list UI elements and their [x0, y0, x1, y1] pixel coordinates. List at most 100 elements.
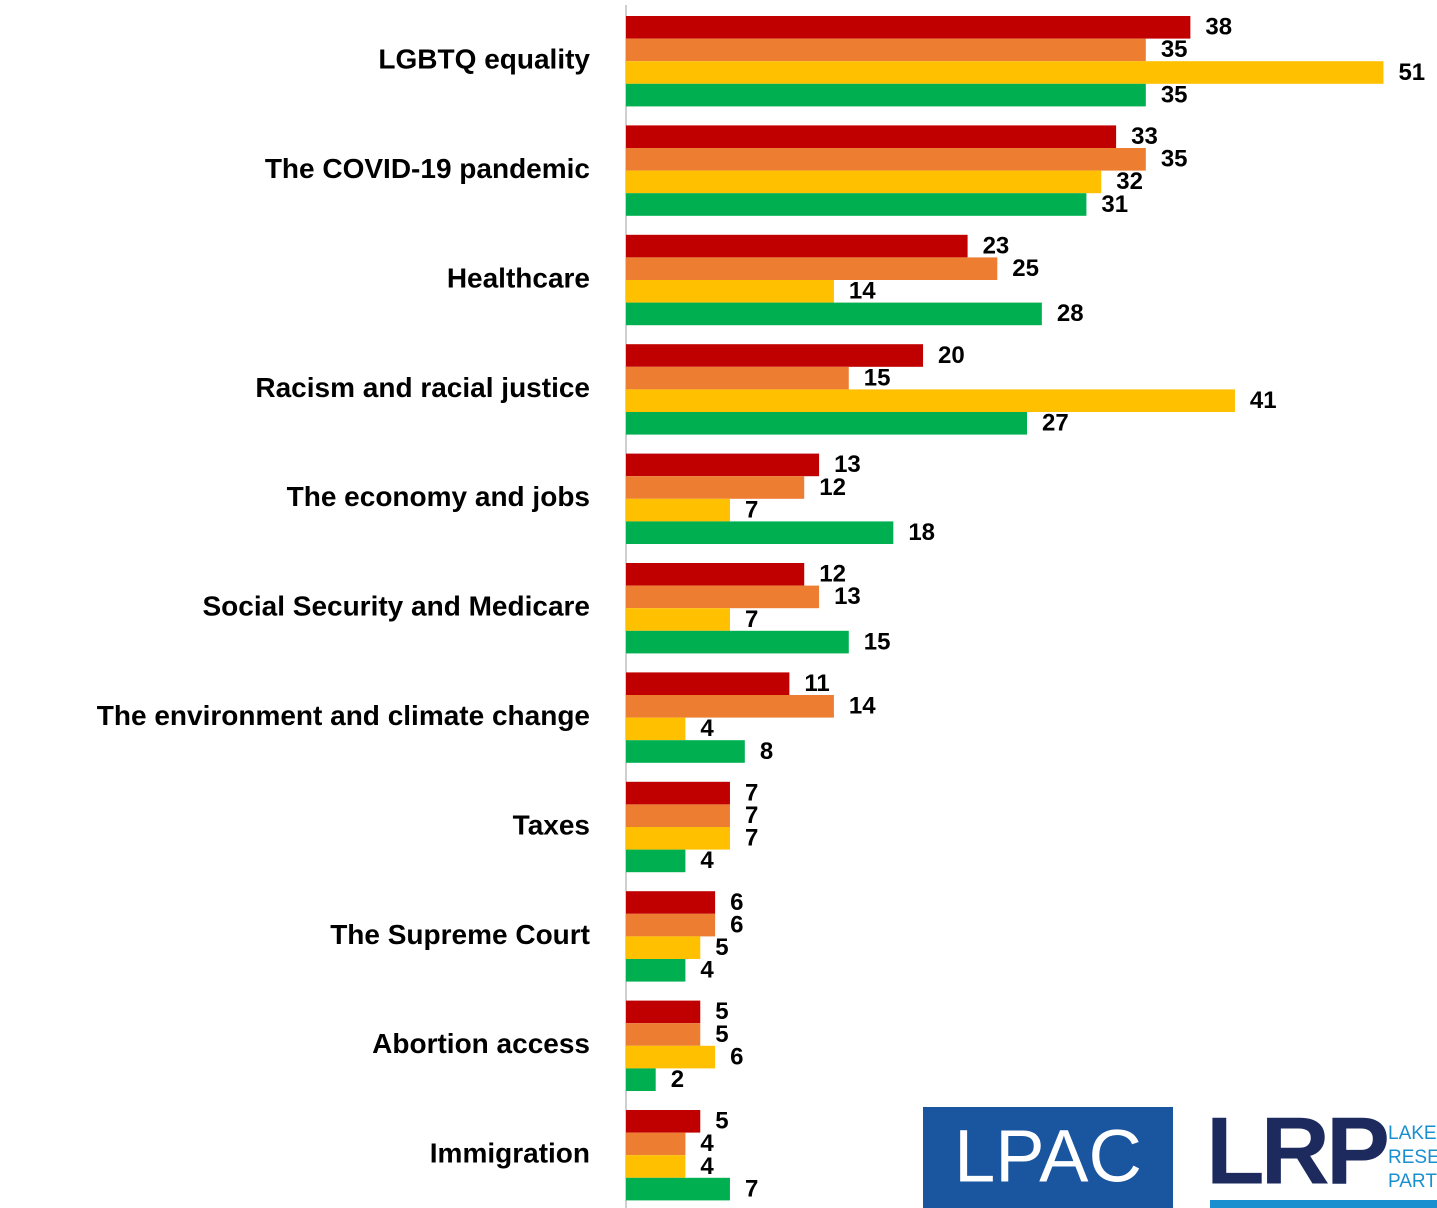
bar [626, 476, 805, 499]
value-label: 35 [1161, 36, 1188, 63]
category-label: Immigration [430, 1138, 590, 1169]
bar [626, 849, 686, 873]
value-label: 13 [834, 583, 861, 610]
bar [626, 1132, 686, 1156]
value-label: 11 [804, 670, 829, 697]
value-label: 6 [730, 911, 743, 938]
value-label: 4 [700, 1153, 714, 1180]
value-label: 15 [864, 364, 891, 391]
bar [626, 1068, 656, 1091]
value-label: 35 [1161, 146, 1188, 173]
category-label: Racism and racial justice [255, 372, 590, 403]
bar [626, 366, 849, 390]
category-label: The Supreme Court [330, 919, 590, 950]
bar [626, 913, 716, 937]
bar [626, 412, 1027, 435]
value-label: 5 [715, 934, 728, 961]
bar [626, 1177, 730, 1201]
bar [626, 16, 1191, 39]
category-label: LGBTQ equality [378, 44, 590, 75]
bar [626, 389, 1235, 412]
category-label: Taxes [513, 809, 590, 840]
value-label: 14 [849, 278, 876, 305]
bar [626, 148, 1146, 171]
value-label: 7 [745, 825, 758, 852]
lrp-logo: LRP [1206, 1097, 1387, 1204]
value-label: 20 [938, 342, 965, 369]
value-label: 33 [1131, 123, 1158, 150]
bar [626, 936, 701, 959]
bar [626, 193, 1087, 216]
bar [626, 521, 894, 544]
bar [626, 1110, 701, 1133]
bar [626, 891, 716, 914]
bar [626, 344, 924, 367]
value-label: 4 [700, 1130, 714, 1157]
bar [626, 83, 1146, 107]
value-label: 41 [1250, 387, 1277, 414]
value-label: 23 [983, 232, 1010, 259]
value-label: 28 [1057, 300, 1084, 327]
value-label: 25 [1012, 255, 1039, 282]
bar [626, 630, 849, 654]
value-label: 7 [745, 1175, 758, 1202]
bar [626, 804, 730, 827]
value-label: 14 [849, 693, 876, 720]
bar [626, 453, 820, 477]
bar [626, 1000, 701, 1024]
bar [626, 280, 834, 303]
bar [626, 717, 686, 741]
category-label: The environment and climate change [97, 700, 590, 731]
bar [626, 234, 968, 258]
bar [626, 827, 730, 850]
bar [626, 563, 805, 586]
value-label: 7 [745, 802, 758, 829]
value-label: 27 [1042, 410, 1069, 437]
value-label: 6 [730, 889, 743, 916]
bar [626, 740, 745, 763]
logo-text: PART [1388, 1171, 1437, 1192]
value-label: 6 [730, 1043, 743, 1070]
value-label: 4 [700, 847, 714, 874]
value-label: 35 [1161, 81, 1188, 108]
bar [626, 1045, 716, 1069]
bar [626, 672, 790, 695]
lpac-logo: LPAC [954, 1115, 1142, 1198]
bar [626, 781, 730, 805]
value-label: 7 [745, 779, 758, 806]
value-label: 15 [864, 628, 891, 655]
bar [626, 1023, 701, 1046]
value-label: 12 [819, 561, 846, 588]
lpac-logo-bg [923, 1107, 1173, 1208]
bar [626, 257, 998, 280]
bar [626, 585, 820, 609]
bar [626, 959, 686, 982]
value-label: 12 [819, 474, 846, 501]
value-label: 4 [700, 715, 714, 742]
value-label: 38 [1205, 14, 1232, 41]
bar [626, 1155, 686, 1178]
bar [626, 302, 1042, 326]
value-label: 7 [745, 606, 758, 633]
value-label: 7 [745, 496, 758, 523]
value-label: 5 [715, 998, 728, 1025]
value-label: 4 [700, 957, 714, 984]
value-label: 31 [1101, 191, 1128, 218]
bar [626, 608, 730, 631]
value-label: 32 [1116, 168, 1143, 195]
logos: LPAC LRP LAKE RESE PART [923, 1097, 1437, 1208]
category-label: The economy and jobs [287, 481, 590, 512]
category-label: The COVID-19 pandemic [265, 153, 590, 184]
value-label: 8 [760, 738, 773, 765]
logo-text: RESE [1388, 1147, 1437, 1168]
logo-text: LAKE [1388, 1123, 1437, 1144]
value-label: 51 [1398, 59, 1425, 86]
lrp-underline [1210, 1200, 1437, 1208]
category-label: Social Security and Medicare [203, 591, 591, 622]
category-label: Healthcare [447, 262, 590, 293]
value-label: 5 [715, 1021, 728, 1048]
value-label: 2 [671, 1066, 684, 1093]
bar [626, 61, 1384, 84]
value-label: 13 [834, 451, 861, 478]
